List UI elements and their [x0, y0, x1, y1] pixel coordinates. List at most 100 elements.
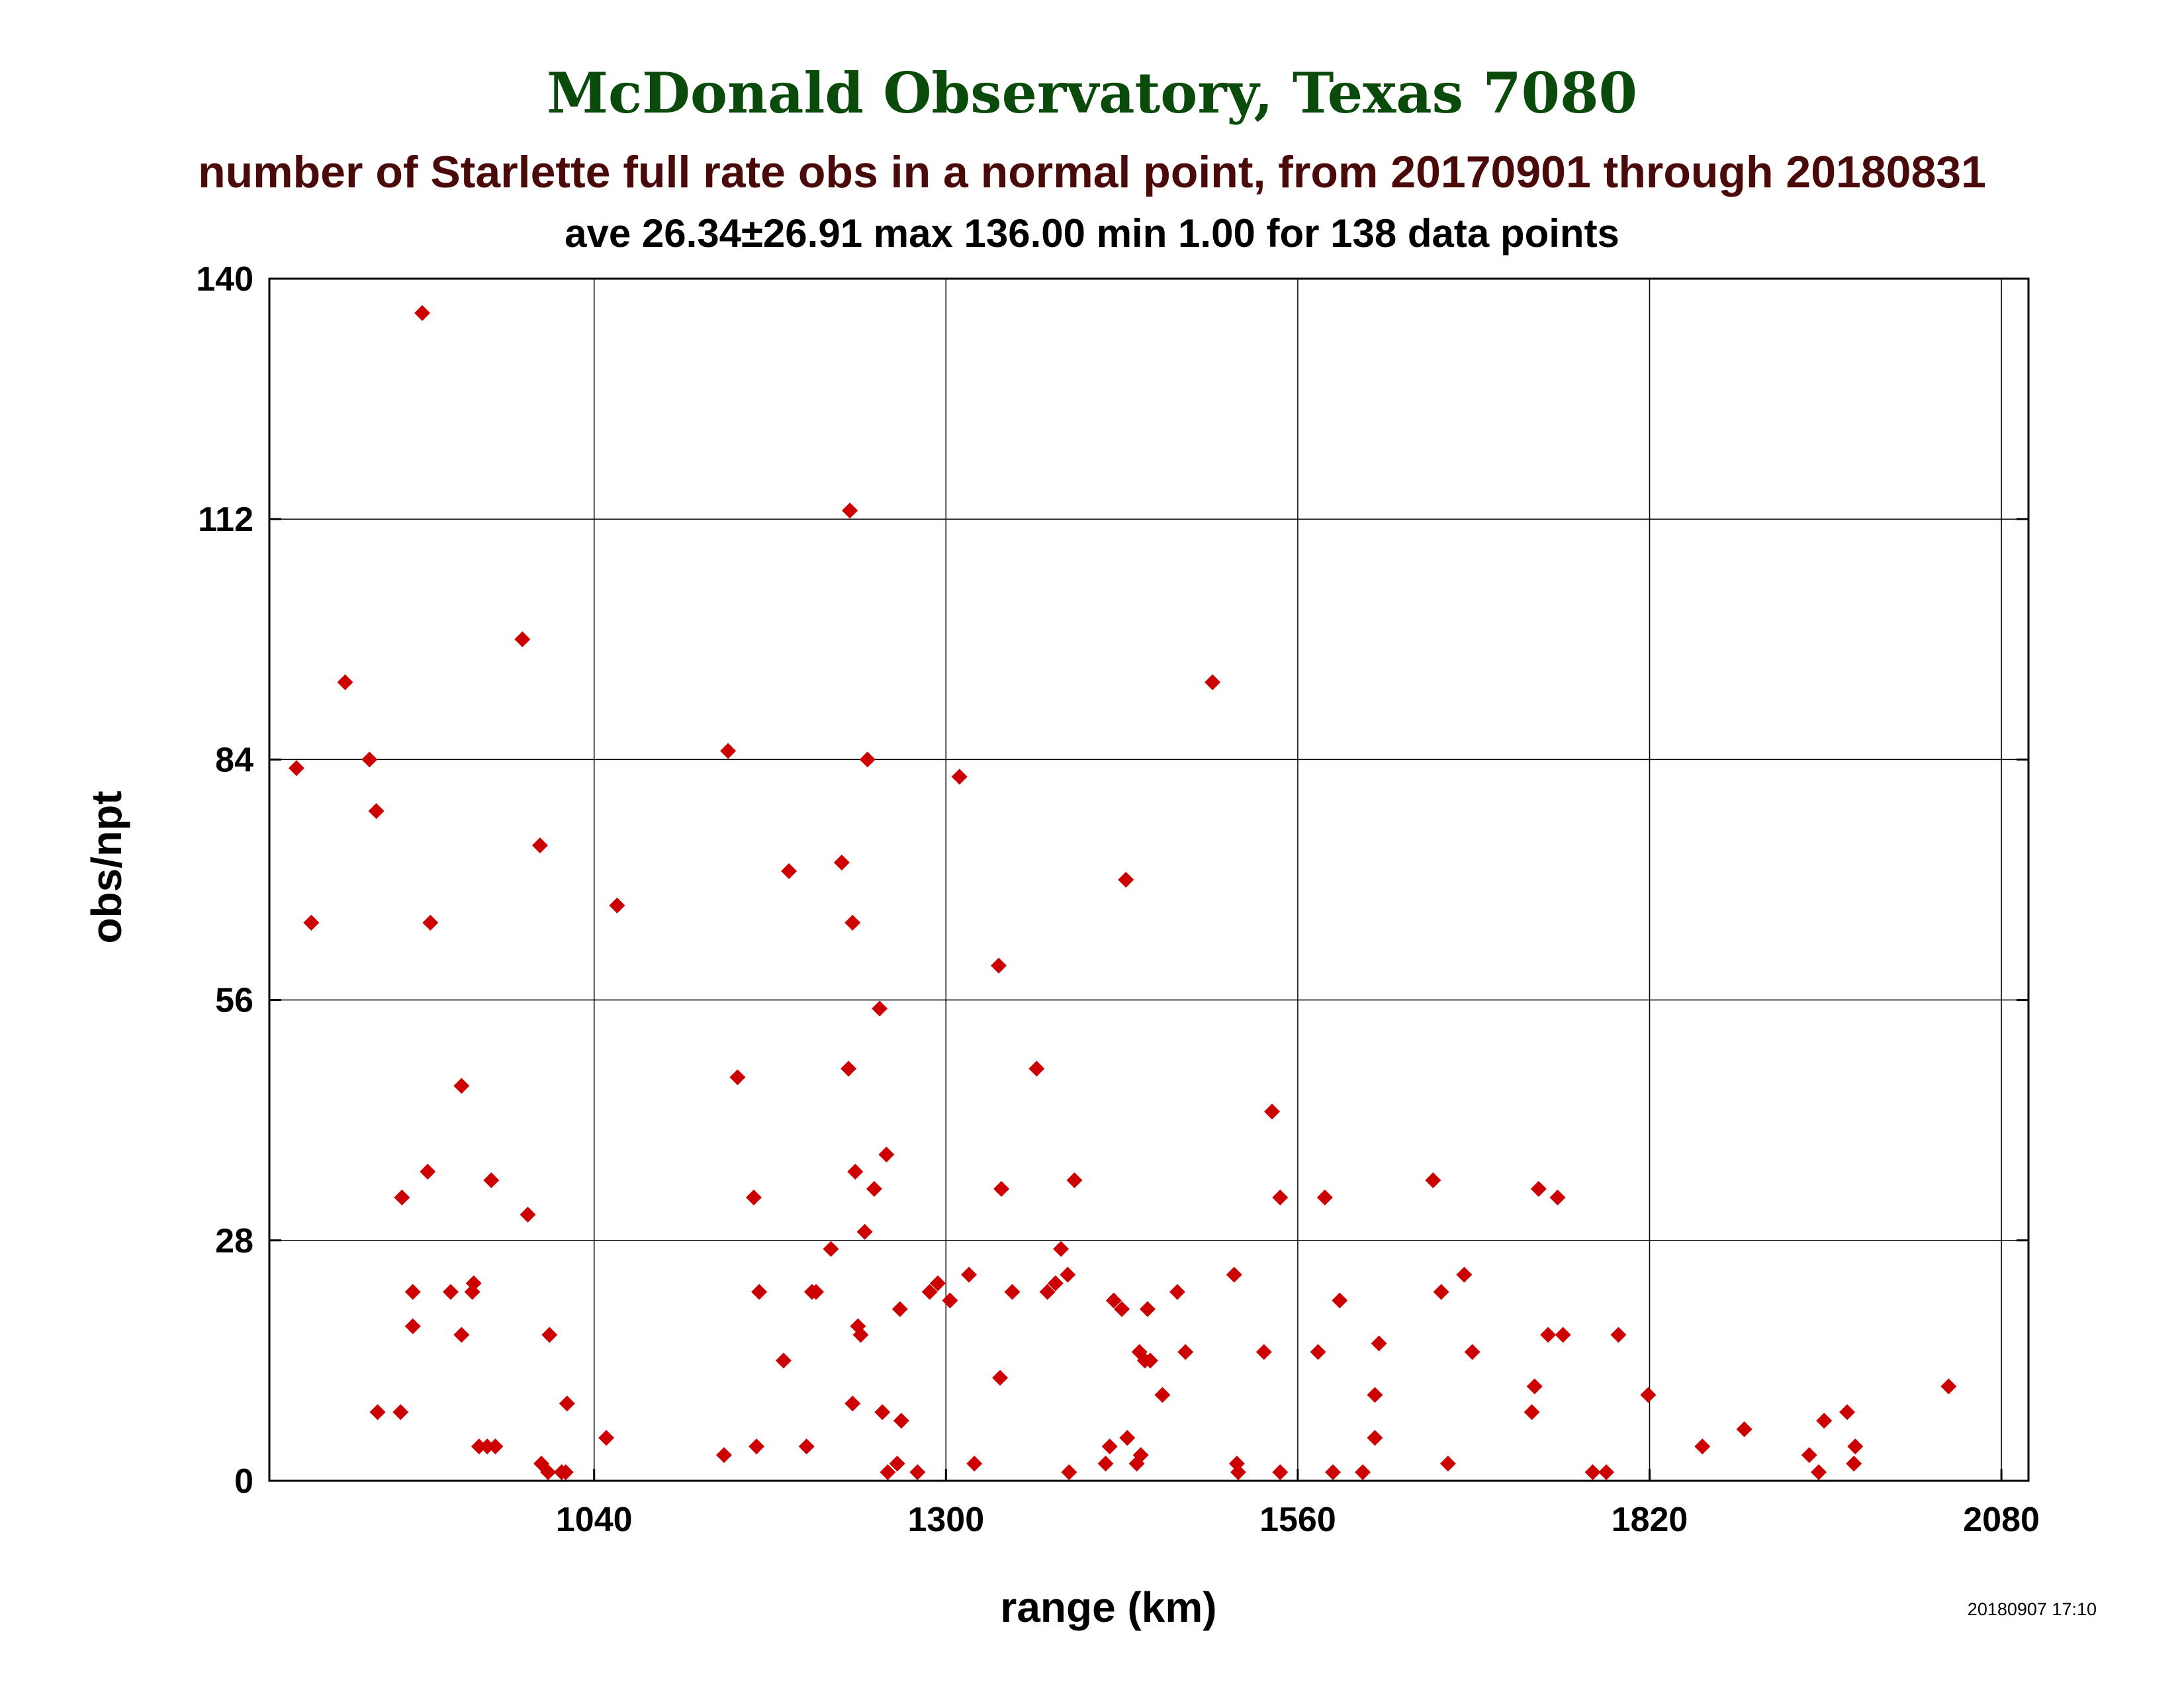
- x-tick-label: 1040: [556, 1501, 633, 1539]
- y-tick-label: 84: [215, 741, 253, 779]
- data-point: [1310, 1344, 1326, 1360]
- data-point: [1154, 1387, 1171, 1403]
- data-point: [1272, 1464, 1289, 1481]
- data-point: [852, 1327, 869, 1343]
- data-point: [859, 751, 876, 768]
- data-point: [303, 914, 320, 931]
- data-point: [420, 1164, 436, 1180]
- data-point: [1811, 1464, 1827, 1481]
- data-point: [414, 305, 431, 321]
- data-point: [715, 1447, 732, 1464]
- data-point: [991, 957, 1007, 974]
- x-tick-label: 2080: [1963, 1501, 2040, 1539]
- data-point: [1114, 1301, 1130, 1317]
- x-axis-label: range (km): [1000, 1583, 1216, 1631]
- data-point: [878, 1147, 895, 1163]
- y-tick-label: 112: [198, 500, 253, 539]
- data-point: [1205, 674, 1221, 690]
- data-point: [1047, 1275, 1064, 1291]
- data-point: [745, 1189, 762, 1205]
- data-point: [891, 1301, 908, 1317]
- data-point: [394, 1189, 410, 1205]
- data-point: [1177, 1344, 1194, 1360]
- data-point: [559, 1395, 575, 1412]
- data-point: [1839, 1404, 1856, 1421]
- data-point: [889, 1456, 905, 1472]
- data-point: [808, 1284, 825, 1300]
- axis-ticks: 1040 1300 1560 1820 2080 0 28 56 84 112 140: [196, 260, 2040, 1539]
- data-point: [1530, 1180, 1547, 1197]
- data-point: [930, 1275, 946, 1291]
- data-point: [337, 674, 353, 690]
- plot-frame: [268, 277, 2030, 1482]
- data-point: [1847, 1438, 1864, 1455]
- data-point: [1105, 1292, 1122, 1309]
- data-point: [1230, 1464, 1246, 1481]
- data-point: [1066, 1172, 1083, 1188]
- data-point: [1097, 1456, 1114, 1472]
- x-tick-label: 1560: [1259, 1501, 1336, 1539]
- data-point: [1816, 1413, 1833, 1429]
- data-point: [1540, 1327, 1557, 1343]
- data-point: [1555, 1327, 1571, 1343]
- data-point: [404, 1284, 421, 1300]
- data-point: [1367, 1430, 1383, 1446]
- data-point: [1139, 1301, 1156, 1317]
- y-tick-label: 56: [215, 982, 253, 1020]
- data-point: [392, 1404, 409, 1421]
- data-point: [798, 1438, 815, 1455]
- data-point: [775, 1352, 792, 1369]
- chart-stats: ave 26.34±26.91 max 136.00 min 1.00 for …: [565, 211, 1619, 256]
- data-point: [1640, 1387, 1657, 1403]
- data-point: [1694, 1438, 1711, 1455]
- data-point: [541, 1327, 558, 1343]
- data-point: [1549, 1189, 1566, 1205]
- data-point: [893, 1413, 909, 1429]
- y-axis-label: obs/npt: [83, 790, 130, 943]
- data-point: [1004, 1284, 1021, 1300]
- data-point: [781, 863, 797, 880]
- data-point: [942, 1292, 958, 1309]
- data-point: [880, 1464, 896, 1481]
- data-point: [557, 1464, 574, 1481]
- data-point: [1028, 1060, 1045, 1077]
- data-point: [1264, 1103, 1281, 1120]
- data-point: [1526, 1378, 1543, 1395]
- data-point: [1053, 1241, 1069, 1257]
- data-point: [921, 1284, 938, 1300]
- data-point: [540, 1464, 557, 1481]
- data-point: [1425, 1172, 1441, 1188]
- data-point: [844, 914, 861, 931]
- data-point: [823, 1241, 839, 1257]
- data-point: [1119, 1430, 1136, 1446]
- data-point: [992, 1370, 1009, 1386]
- data-point: [1940, 1378, 1957, 1395]
- data-point: [1332, 1292, 1348, 1309]
- y-tick-label: 0: [234, 1462, 253, 1501]
- data-point: [1255, 1344, 1272, 1360]
- data-point: [598, 1430, 615, 1446]
- data-point: [487, 1438, 504, 1455]
- data-point: [847, 1164, 864, 1180]
- data-point: [520, 1206, 536, 1223]
- chart-subtitle: number of Starlette full rate obs in a n…: [198, 147, 1986, 197]
- data-point: [1439, 1456, 1456, 1472]
- chart-title: McDonald Observatory, Texas 7080: [547, 60, 1637, 126]
- data-point: [1169, 1284, 1185, 1300]
- data-point: [479, 1438, 496, 1455]
- data-point: [909, 1464, 926, 1481]
- data-point: [1736, 1421, 1752, 1438]
- data-point: [1598, 1464, 1615, 1481]
- data-point: [1464, 1344, 1480, 1360]
- data-point: [1846, 1456, 1862, 1472]
- data-point: [1226, 1266, 1242, 1283]
- data-point: [1355, 1464, 1371, 1481]
- data-point: [729, 1069, 746, 1086]
- x-tick-label: 1300: [907, 1501, 984, 1539]
- data-point: [404, 1318, 421, 1335]
- data-point: [361, 751, 378, 768]
- grid-lines: [269, 279, 2028, 1481]
- data-point: [465, 1275, 482, 1291]
- data-point: [1132, 1447, 1149, 1464]
